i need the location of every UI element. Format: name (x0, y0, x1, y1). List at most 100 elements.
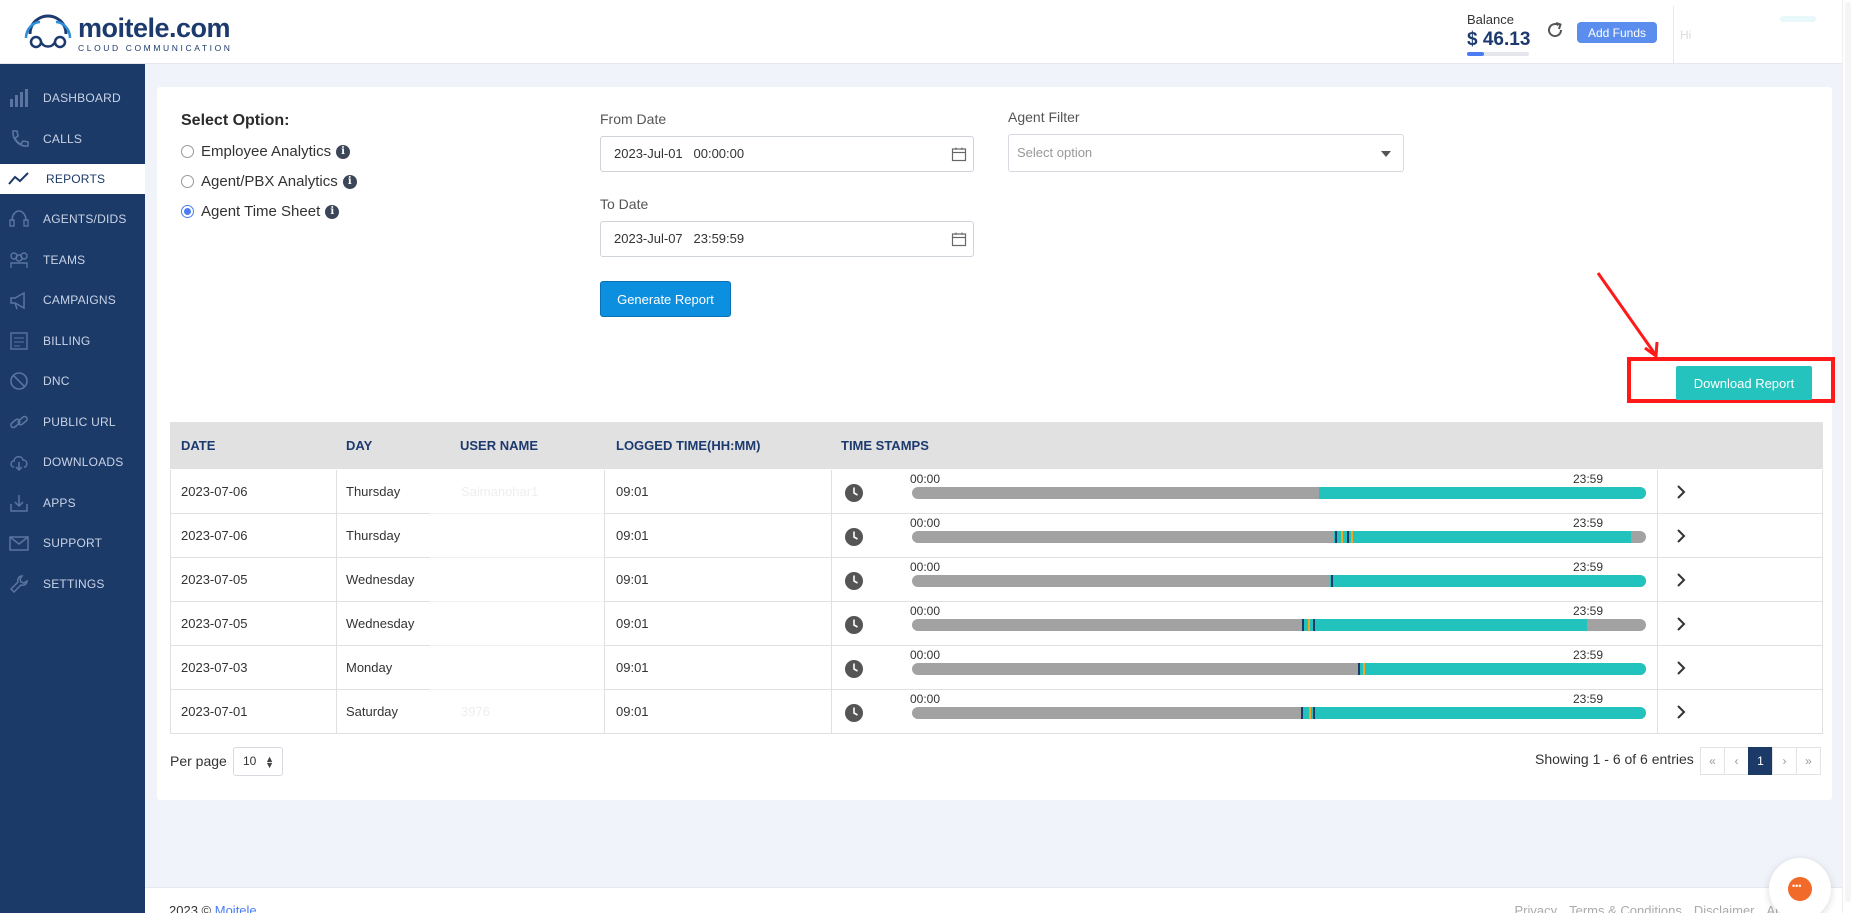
sidebar-item-settings[interactable]: SETTINGS (0, 569, 145, 599)
table-row[interactable]: 2023-07-05 Wednesday 09:01 00:00 23:59 (170, 602, 1823, 646)
calendar-icon[interactable] (951, 231, 967, 247)
billing-icon (10, 332, 28, 350)
column-header-date[interactable]: DATE (181, 438, 216, 453)
timeline-marker (1362, 663, 1365, 675)
user-greeting[interactable]: Hi (1680, 28, 1692, 42)
sidebar-item-billing[interactable]: BILLING (0, 326, 145, 356)
sidebar-item-apps[interactable]: APPS (0, 488, 145, 518)
info-icon[interactable]: i (342, 174, 357, 189)
table-row[interactable]: 2023-07-03 Monday 09:01 00:00 23:59 (170, 646, 1823, 690)
sidebar-item-public-url[interactable]: PUBLIC URL (0, 407, 145, 437)
privacy-link[interactable]: Privacy (1514, 903, 1558, 913)
sidebar-item-label: AGENTS/DIDS (43, 212, 127, 226)
megaphone-icon (10, 291, 25, 310)
sidebar-item-reports[interactable]: REPORTS (0, 164, 145, 194)
timeline-marker (1313, 707, 1316, 719)
refresh-icon[interactable] (1545, 20, 1565, 40)
balance-widget: Balance $ 46.13 (1467, 12, 1530, 56)
chevron-right-icon[interactable] (1676, 617, 1686, 631)
info-icon[interactable]: i (336, 144, 351, 159)
brand-link[interactable]: Moitele (214, 903, 257, 913)
page-1-button[interactable]: 1 (1748, 747, 1773, 775)
sidebar-item-agents-dids[interactable]: AGENTS/DIDS (0, 204, 145, 234)
timeline-marker (1340, 531, 1343, 543)
sidebar-item-dnc[interactable]: DNC (0, 366, 145, 396)
sidebar-item-dashboard[interactable]: DASHBOARD (0, 83, 145, 113)
option-employee-analytics[interactable]: Employee Analytics i (181, 143, 351, 160)
agent-filter-select[interactable]: Select option (1008, 134, 1404, 172)
column-header-time-stamps[interactable]: TIME STAMPS (841, 438, 929, 453)
chat-icon (1788, 877, 1812, 901)
sidebar-item-calls[interactable]: CALLS (0, 124, 145, 154)
timestamp-end-label: 23:59 (1573, 472, 1604, 486)
cell-date: 2023-07-06 (181, 484, 248, 499)
option-agent-time-sheet[interactable]: Agent Time Sheet i (181, 203, 340, 220)
download-report-button[interactable]: Download Report (1676, 366, 1812, 400)
timeline-bar (912, 487, 1646, 499)
sidebar-item-label: REPORTS (46, 172, 106, 186)
column-header-day[interactable]: DAY (346, 438, 373, 453)
sidebar-item-teams[interactable]: TEAMS (0, 245, 145, 275)
table-row[interactable]: 2023-07-06ThursdaySaimanohar109:0100:002… (170, 470, 1823, 514)
sidebar-item-label: CAMPAIGNS (43, 293, 116, 307)
timeline-marker (1302, 619, 1305, 631)
sidebar-item-label: CALLS (43, 132, 83, 146)
sidebar-item-label: APPS (43, 496, 76, 510)
table-row[interactable]: 2023-07-05 Wednesday 09:01 00:00 23:59 (170, 558, 1823, 602)
cloud-download-icon (10, 456, 28, 472)
balance-value: $ 46.13 (1467, 29, 1531, 50)
clock-icon (845, 616, 863, 634)
agent-filter-label: Agent Filter (1008, 109, 1080, 125)
to-date-input[interactable]: 2023-Jul-07 23:59:59 (600, 221, 974, 257)
table-row[interactable]: 2023-07-06 Thursday 09:01 00:00 23:59 (170, 514, 1823, 558)
timeline-marker (1350, 531, 1353, 543)
column-header-logged-time[interactable]: LOGGED TIME(HH:MM) (616, 438, 761, 453)
calendar-icon[interactable] (951, 146, 967, 162)
radio-employee-analytics[interactable] (181, 145, 194, 158)
annotation-highlight-box (1627, 357, 1835, 403)
radio-agent-pbx-analytics[interactable] (181, 175, 194, 188)
cell-date: 2023-07-05 (181, 616, 248, 631)
page-scrollbar[interactable] (1842, 0, 1853, 913)
sidebar-item-label: SETTINGS (43, 577, 105, 591)
cell-logged-time: 09:01 (616, 484, 649, 499)
to-date-value: 2023-Jul-07 23:59:59 (614, 231, 745, 246)
sidebar-item-label: DASHBOARD (43, 91, 121, 105)
generate-report-button[interactable]: Generate Report (600, 281, 731, 317)
per-page-value: 10 (243, 754, 257, 768)
terms-link[interactable]: Terms & Conditions (1569, 903, 1682, 913)
chevron-right-icon[interactable] (1676, 529, 1686, 543)
sidebar-item-label: PUBLIC URL (43, 415, 116, 429)
user-pill (1780, 16, 1816, 22)
previous-page-button[interactable]: ‹ (1724, 747, 1749, 775)
per-page-select[interactable]: 10 ▲ ▼ (233, 747, 283, 776)
radio-agent-time-sheet[interactable] (181, 205, 194, 218)
column-header-user-name[interactable]: USER NAME (460, 438, 539, 453)
add-funds-button[interactable]: Add Funds (1577, 22, 1657, 43)
sidebar-item-downloads[interactable]: DOWNLOADS (0, 447, 145, 477)
logo[interactable]: moitele.com CLOUD COMMUNICATION (22, 12, 233, 54)
timestamp-end-label: 23:59 (1573, 604, 1604, 618)
link-icon (10, 415, 28, 429)
sidebar-item-support[interactable]: SUPPORT (0, 528, 145, 558)
first-page-button[interactable]: « (1700, 747, 1725, 775)
last-page-button[interactable]: » (1796, 747, 1821, 775)
option-agent-pbx-analytics[interactable]: Agent/PBX Analytics i (181, 173, 357, 190)
to-date-label: To Date (600, 196, 649, 212)
info-icon[interactable]: i (325, 204, 340, 219)
sidebar-item-campaigns[interactable]: CAMPAIGNS (0, 285, 145, 315)
next-page-button[interactable]: › (1772, 747, 1797, 775)
timeline-marker (1331, 575, 1334, 587)
chevron-right-icon[interactable] (1676, 705, 1686, 719)
chevron-right-icon[interactable] (1676, 661, 1686, 675)
timeline-marker (1309, 707, 1312, 719)
chevron-right-icon[interactable] (1676, 573, 1686, 587)
disclaimer-link[interactable]: Disclaimer (1693, 903, 1755, 913)
from-date-input[interactable]: 2023-Jul-01 00:00:00 (600, 136, 974, 172)
balance-label: Balance (1467, 12, 1514, 27)
header-divider (1673, 6, 1674, 64)
chat-widget-button[interactable] (1769, 858, 1831, 913)
chevron-right-icon[interactable] (1676, 485, 1686, 499)
block-icon (10, 372, 28, 390)
